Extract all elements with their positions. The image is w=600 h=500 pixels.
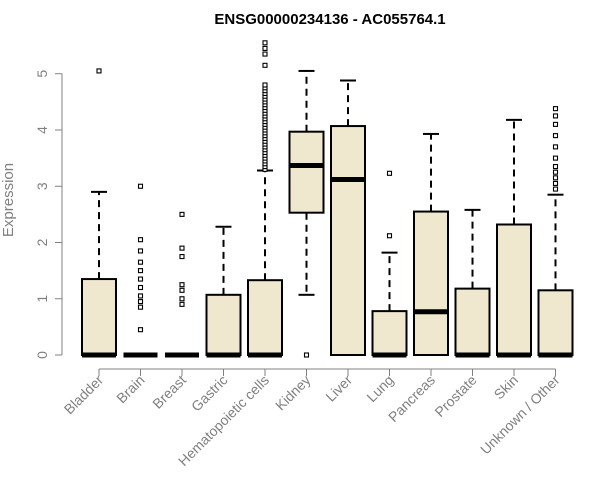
box-body <box>454 287 491 356</box>
outlier-point <box>262 40 268 46</box>
y-tick-label: 4 <box>34 126 50 134</box>
outlier-point <box>137 276 144 282</box>
outlier-point <box>179 296 185 302</box>
plot-area <box>81 40 574 358</box>
y-tick-label: 5 <box>34 70 50 78</box>
outlier-point <box>179 282 185 288</box>
x-tick-label: Bladder <box>61 372 107 418</box>
outlier-point <box>262 45 268 51</box>
outlier-point <box>386 233 393 239</box>
box-kidney <box>288 69 325 358</box>
box-prostate <box>454 208 491 358</box>
box-body <box>330 125 366 356</box>
outlier-point <box>137 259 144 265</box>
box-hematopoietic-cells <box>247 40 283 358</box>
box-brain <box>123 183 158 358</box>
x-tick-label: Skin <box>491 372 522 403</box>
outlier-point <box>137 327 144 333</box>
outlier-point <box>386 170 393 176</box>
outlier-point <box>137 284 144 291</box>
outlier-point <box>552 106 559 112</box>
y-tick-label: 2 <box>34 238 50 246</box>
x-tick-label: Breast <box>149 372 189 412</box>
outlier-point <box>137 237 144 243</box>
outlier-point <box>179 287 185 293</box>
box-body <box>371 310 408 356</box>
outlier-point <box>137 304 144 310</box>
box-gastric <box>205 225 242 358</box>
outlier-point <box>179 254 185 260</box>
outlier-point <box>137 299 144 305</box>
y-tick-label: 1 <box>34 295 50 303</box>
outlier-point <box>552 164 559 170</box>
outlier-point <box>552 133 559 139</box>
outlier-point <box>137 248 144 254</box>
outlier-point <box>552 113 559 119</box>
box-body <box>496 223 532 356</box>
y-axis-label: Expression <box>0 163 17 237</box>
box-unknown-other <box>537 106 574 358</box>
x-tick-label: Liver <box>322 372 355 405</box>
outlier-point <box>552 186 559 192</box>
box-lung <box>371 170 408 358</box>
outlier-point <box>179 211 185 217</box>
outlier-point <box>179 245 185 251</box>
outlier-point <box>262 51 268 57</box>
box-body <box>413 210 449 356</box>
outlier-point <box>137 183 144 189</box>
box-breast <box>165 211 199 358</box>
y-tick-label: 3 <box>34 182 50 190</box>
y-tick-label: 0 <box>34 351 50 359</box>
outlier-point <box>552 121 559 127</box>
outlier-point <box>179 301 185 307</box>
x-tick-label: Brain <box>113 372 147 406</box>
outlier-point <box>552 169 559 175</box>
box-body <box>537 289 574 356</box>
x-tick-label: Unknown / Other <box>477 372 563 458</box>
box-bladder <box>81 68 117 358</box>
outlier-point <box>552 144 559 150</box>
x-tick-label: Prostate <box>431 372 479 420</box>
box-body <box>81 278 117 356</box>
box-body <box>205 293 242 356</box>
outlier-point <box>552 180 559 186</box>
box-body <box>288 130 325 214</box>
outlier-point <box>262 82 268 88</box>
y-axis: 0 1 2 3 4 5 <box>34 70 63 359</box>
outlier-point <box>96 68 102 74</box>
outlier-point <box>262 62 268 68</box>
outlier-point <box>552 175 559 181</box>
x-tick-label: Lung <box>363 372 396 405</box>
outlier-point <box>137 268 144 274</box>
chart-title: ENSG00000234136 - AC055764.1 <box>214 11 445 28</box>
box-body <box>247 279 283 356</box>
outlier-point <box>137 293 144 299</box>
box-liver <box>330 79 366 356</box>
outlier-point <box>552 155 559 161</box>
box-pancreas <box>413 132 449 356</box>
x-tick-label: Kidney <box>272 372 314 414</box>
outlier-point <box>303 352 310 358</box>
box-skin <box>496 118 532 358</box>
